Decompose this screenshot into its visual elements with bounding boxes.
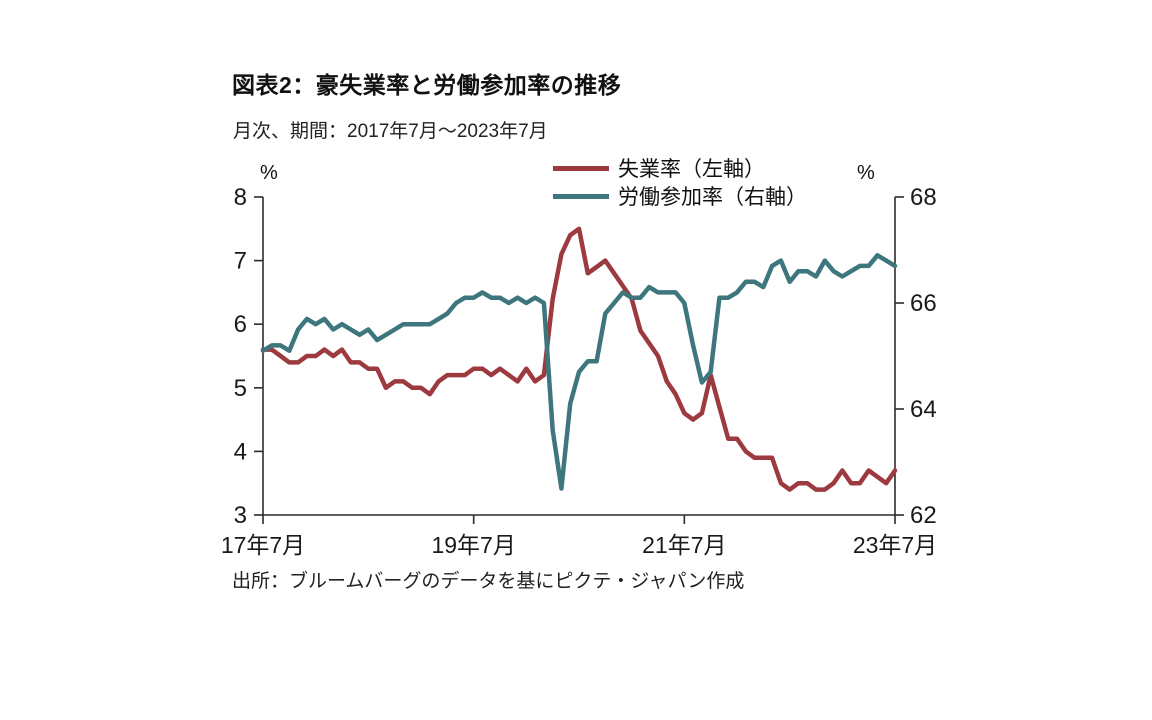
chart-legend: 失業率（左軸） 労働参加率（右軸） bbox=[553, 155, 807, 209]
series-line-unemployment bbox=[260, 226, 898, 492]
y-axis-label-right: 62 bbox=[910, 502, 937, 529]
y-axis-label-right: 66 bbox=[910, 290, 937, 317]
y-axis-label-left: 5 bbox=[234, 375, 247, 402]
left-axis-unit-label: % bbox=[260, 162, 278, 184]
y-axis-label-left: 8 bbox=[234, 184, 247, 211]
legend-line-participation bbox=[553, 193, 609, 199]
legend-label-unemployment: 失業率（左軸） bbox=[618, 158, 765, 181]
source-note: 出所：ブルームバーグのデータを基にピクテ・ジャパン作成 bbox=[232, 571, 745, 592]
y-axis-label-left: 4 bbox=[234, 438, 247, 465]
y-axis-label-right: 68 bbox=[910, 184, 937, 211]
legend-item-participation: 労働参加率（右軸） bbox=[553, 183, 807, 209]
legend-item-unemployment: 失業率（左軸） bbox=[553, 155, 807, 181]
legend-label-participation: 労働参加率（右軸） bbox=[618, 186, 807, 209]
y-axis-label-right: 64 bbox=[910, 396, 937, 423]
right-axis-unit-label: % bbox=[857, 162, 875, 184]
x-axis-label: 23年7月 bbox=[853, 532, 937, 558]
x-axis-label: 17年7月 bbox=[221, 532, 305, 558]
y-axis-label-left: 3 bbox=[234, 502, 247, 529]
x-axis-label: 19年7月 bbox=[431, 532, 515, 558]
legend-line-unemployment bbox=[553, 165, 609, 171]
y-axis-label-left: 6 bbox=[234, 311, 247, 338]
series-line-participation bbox=[260, 253, 898, 491]
x-axis-label: 21年7月 bbox=[642, 532, 726, 558]
y-axis-label-left: 7 bbox=[234, 248, 247, 275]
chart-title: 図表2：豪失業率と労働参加率の推移 bbox=[232, 72, 622, 98]
chart-subtitle: 月次、期間：2017年7月～2023年7月 bbox=[233, 121, 548, 142]
